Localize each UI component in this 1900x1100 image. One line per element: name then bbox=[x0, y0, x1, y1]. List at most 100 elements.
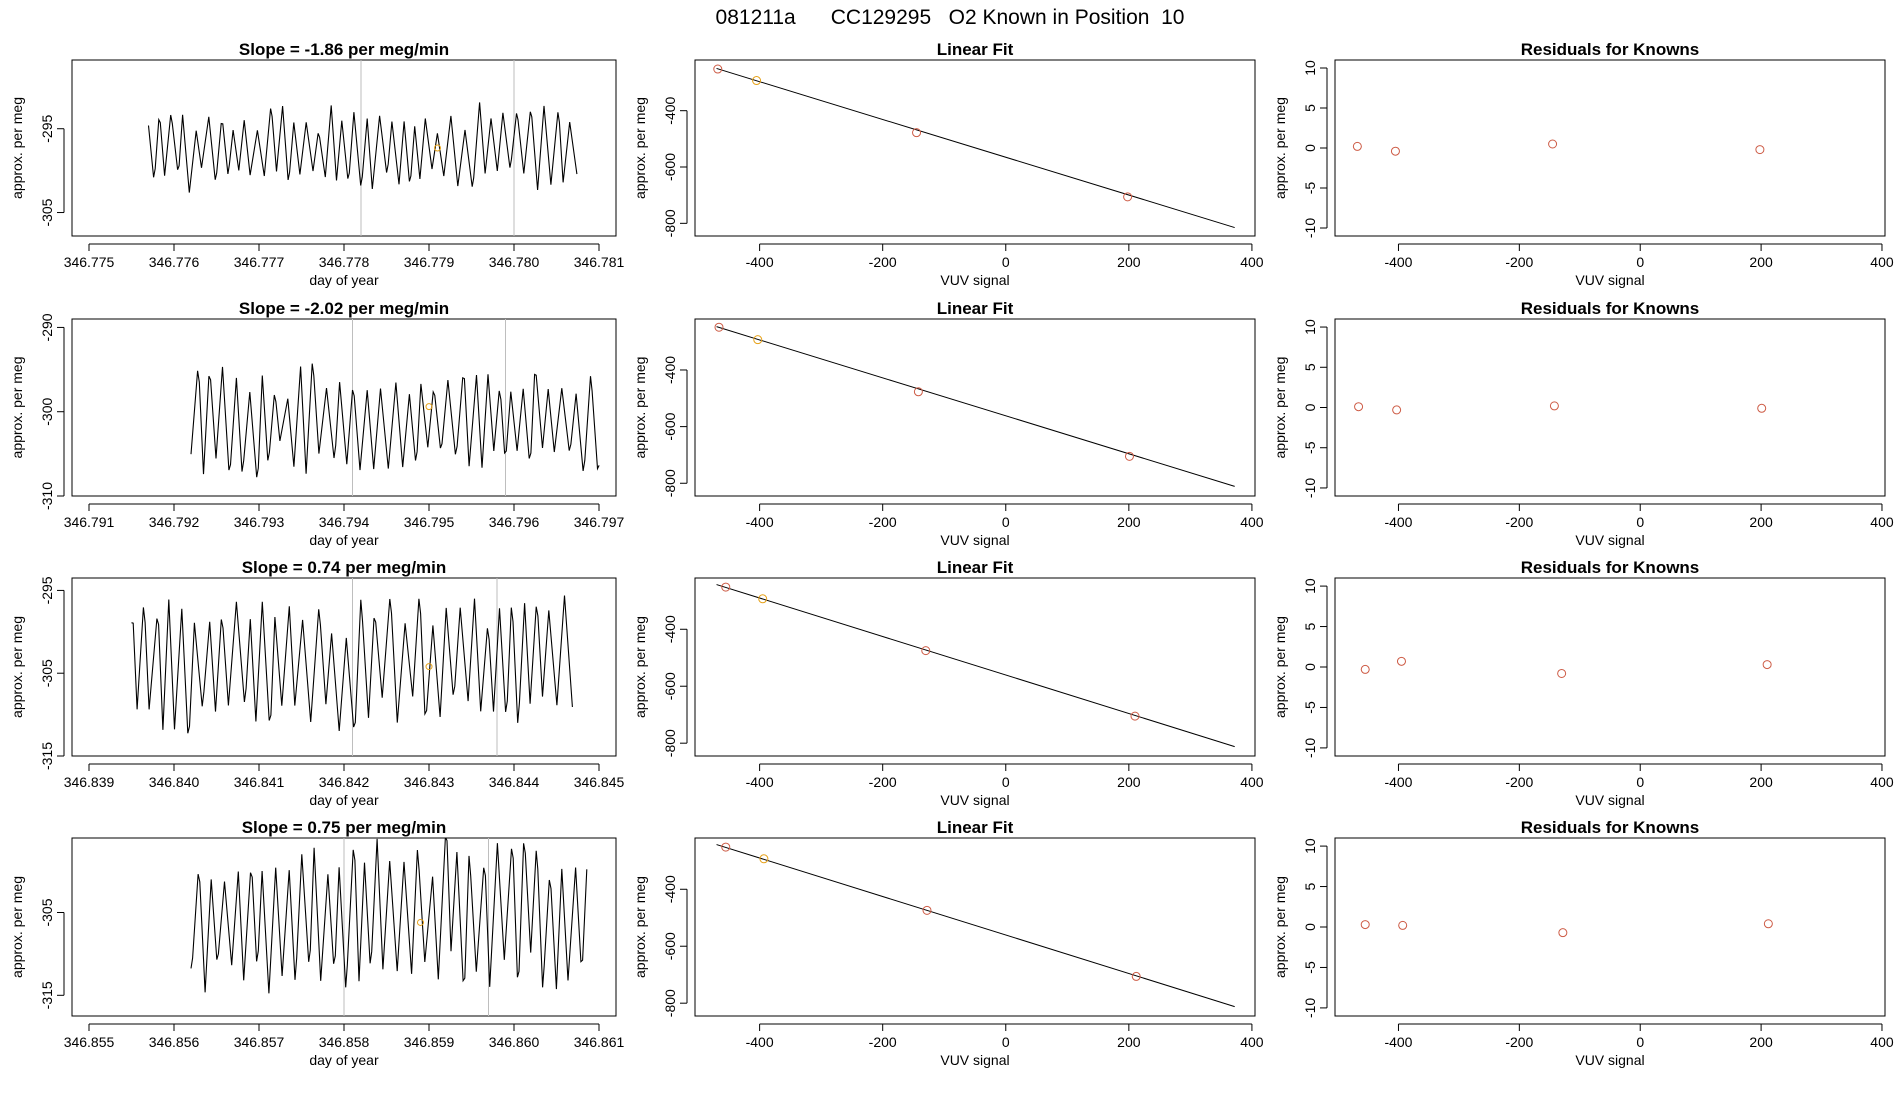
highlight-point bbox=[752, 76, 762, 86]
plot-body bbox=[716, 842, 1235, 1008]
panel-3-3: Residuals for Knowns -400 -200 0 200 400 VUV s… bbox=[1272, 558, 1894, 808]
y-tick-label: -305 bbox=[39, 659, 55, 687]
x-tick-label: -200 bbox=[869, 514, 897, 530]
y-axis-label: approx. per meg bbox=[9, 876, 25, 978]
y-tick-label: 5 bbox=[1302, 363, 1318, 371]
panel-title: Linear Fit bbox=[937, 558, 1014, 577]
data-point bbox=[1557, 668, 1567, 678]
plot-body bbox=[713, 64, 1235, 229]
y-tick-label: -600 bbox=[662, 153, 678, 181]
x-tick-label: 346.794 bbox=[319, 514, 370, 530]
x-tick-label: 346.857 bbox=[234, 1034, 285, 1050]
data-point bbox=[921, 646, 931, 656]
plot-frame bbox=[1334, 837, 1886, 1017]
y-tick-label: -10 bbox=[1302, 998, 1318, 1018]
panel-title: Slope = 0.75 per meg/min bbox=[242, 818, 447, 837]
panel-title: Residuals for Knowns bbox=[1521, 818, 1700, 837]
data-point bbox=[1396, 656, 1406, 666]
x-tick-label: -400 bbox=[746, 1034, 774, 1050]
data-point bbox=[1360, 664, 1370, 674]
x-tick-label: -400 bbox=[1384, 514, 1412, 530]
y-axis-label: approx. per meg bbox=[1272, 616, 1288, 718]
y-tick-label: -600 bbox=[662, 672, 678, 700]
fit-line bbox=[716, 67, 1235, 229]
x-tick-label: -200 bbox=[869, 254, 897, 270]
x-tick-label: -200 bbox=[1505, 254, 1533, 270]
data-point bbox=[922, 905, 932, 915]
x-tick-label: 0 bbox=[1002, 514, 1010, 530]
x-tick-label: -400 bbox=[746, 774, 774, 790]
y-axis-label: approx. per meg bbox=[632, 616, 648, 718]
x-tick-label: -400 bbox=[1384, 254, 1412, 270]
data-point bbox=[1123, 192, 1133, 202]
plot-body bbox=[1360, 656, 1772, 678]
y-tick-label: 10 bbox=[1302, 60, 1318, 76]
highlight-point bbox=[425, 663, 433, 671]
data-point bbox=[1354, 402, 1364, 412]
plot-frame bbox=[71, 318, 617, 497]
data-point bbox=[912, 128, 922, 138]
x-tick-label: 346.843 bbox=[404, 774, 455, 790]
y-tick-label: 0 bbox=[1302, 403, 1318, 411]
x-tick-label: -400 bbox=[746, 514, 774, 530]
highlight-point bbox=[758, 594, 768, 604]
x-axis: -400 -200 0 200 400 VUV signal bbox=[1384, 243, 1894, 288]
panel-4-3: Residuals for Knowns -400 -200 0 200 400 VUV s… bbox=[1272, 818, 1894, 1068]
y-tick-label: -315 bbox=[39, 742, 55, 770]
time-series-line bbox=[190, 838, 588, 994]
y-tick-label: 5 bbox=[1302, 882, 1318, 890]
data-point bbox=[1398, 920, 1408, 930]
x-tick-label: 346.839 bbox=[64, 774, 115, 790]
highlight-point bbox=[434, 144, 441, 152]
y-axis-label: approx. per meg bbox=[1272, 97, 1288, 199]
fit-line bbox=[716, 844, 1235, 1008]
plot-body bbox=[131, 578, 573, 756]
y-tick-label: -5 bbox=[1302, 701, 1318, 714]
y-tick-label: 10 bbox=[1302, 578, 1318, 594]
x-tick-label: 0 bbox=[1636, 774, 1644, 790]
data-point bbox=[1124, 451, 1134, 461]
x-tick-label: 346.860 bbox=[489, 1034, 540, 1050]
y-axis: -295 -305 approx. per meg bbox=[9, 97, 65, 227]
y-axis-label: approx. per meg bbox=[632, 876, 648, 978]
data-point bbox=[721, 842, 731, 852]
plot-frame bbox=[1334, 577, 1886, 757]
y-tick-label: -305 bbox=[39, 898, 55, 926]
y-tick-label: -295 bbox=[39, 576, 55, 604]
x-tick-label: 346.793 bbox=[234, 514, 285, 530]
x-tick-label: -400 bbox=[746, 254, 774, 270]
y-axis-label: approx. per meg bbox=[9, 97, 25, 199]
y-tick-label: -800 bbox=[662, 989, 678, 1017]
panel-title: Linear Fit bbox=[937, 818, 1014, 837]
y-axis: -10 -5 0 5 10 approx. per meg bbox=[1272, 60, 1328, 238]
highlight-point bbox=[417, 918, 424, 926]
data-point bbox=[1130, 711, 1140, 721]
x-axis-label: VUV signal bbox=[1575, 532, 1644, 548]
data-point bbox=[721, 582, 731, 592]
x-axis-label: VUV signal bbox=[940, 532, 1009, 548]
x-axis-label: day of year bbox=[309, 532, 379, 548]
plot-body bbox=[716, 582, 1235, 748]
x-tick-label: 200 bbox=[1749, 254, 1773, 270]
y-tick-label: -10 bbox=[1302, 738, 1318, 758]
x-tick-label: 0 bbox=[1002, 1034, 1010, 1050]
data-point bbox=[1352, 141, 1362, 151]
x-tick-label: 400 bbox=[1870, 514, 1894, 530]
fit-line bbox=[716, 326, 1235, 487]
page-title: 081211a CC129295 O2 Known in Position 10 bbox=[716, 6, 1185, 29]
x-tick-label: 0 bbox=[1636, 254, 1644, 270]
x-tick-label: 346.791 bbox=[64, 514, 115, 530]
data-point bbox=[1131, 971, 1141, 981]
x-tick-label: 200 bbox=[1749, 774, 1773, 790]
x-axis: 346.855 346.856 346.857 346.858 346.859 346.8… bbox=[64, 1023, 625, 1068]
x-axis-label: day of year bbox=[309, 272, 379, 288]
y-tick-label: -600 bbox=[662, 932, 678, 960]
y-tick-label: -800 bbox=[662, 469, 678, 497]
plot-body bbox=[1360, 919, 1773, 938]
plot-body bbox=[147, 60, 578, 236]
plot-frame bbox=[1334, 59, 1886, 237]
y-tick-label: -400 bbox=[662, 96, 678, 124]
